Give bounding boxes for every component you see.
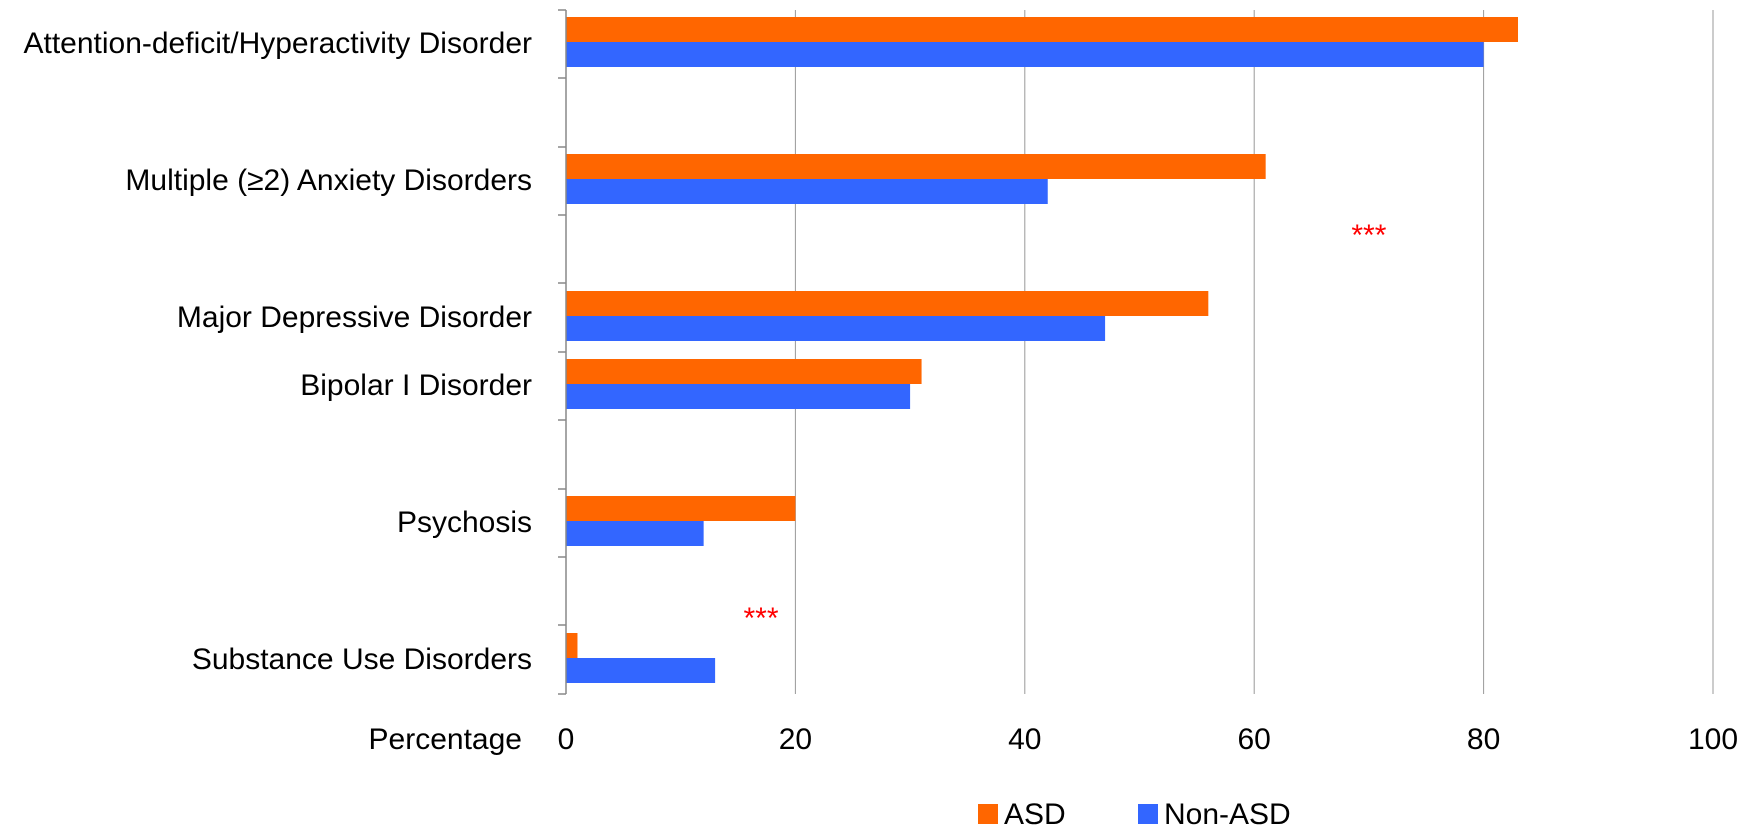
x-axis-title: Percentage <box>369 723 522 756</box>
legend-label-asd: ASD <box>1004 798 1066 831</box>
legend-label-non-asd: Non-ASD <box>1164 798 1291 831</box>
category-label-1: Multiple (≥2) Anxiety Disorders <box>125 164 532 197</box>
bars <box>566 17 1519 683</box>
bar-asd-1 <box>566 154 1266 179</box>
x-tick-labels: 0 20 40 60 80 100 <box>558 723 1738 756</box>
legend: ASD Non-ASD <box>978 798 1291 831</box>
legend-swatch-non-asd <box>1138 804 1158 824</box>
x-tick-label-5: 100 <box>1688 723 1738 756</box>
category-label-2: Major Depressive Disorder <box>177 301 532 334</box>
category-label-3: Bipolar I Disorder <box>300 369 532 402</box>
bar-asd-0 <box>566 17 1519 42</box>
annotation-0: *** <box>1351 219 1386 252</box>
x-tick-label-0: 0 <box>558 723 575 756</box>
bar-non-asd-2 <box>566 316 1106 341</box>
bar-non-asd-1 <box>566 179 1048 204</box>
annotation-1: *** <box>743 602 778 635</box>
category-label-0: Attention-deficit/Hyperactivity Disorder <box>23 27 532 60</box>
x-tick-label-1: 20 <box>779 723 812 756</box>
category-label-4: Psychosis <box>397 506 532 539</box>
category-labels: Attention-deficit/Hyperactivity Disorder… <box>23 27 532 676</box>
bar-asd-5 <box>566 633 578 658</box>
grid-lines <box>794 10 1714 694</box>
category-label-5: Substance Use Disorders <box>192 643 532 676</box>
x-tick-label-2: 40 <box>1008 723 1041 756</box>
bar-asd-4 <box>566 496 796 521</box>
x-tick-label-4: 80 <box>1467 723 1500 756</box>
bar-non-asd-4 <box>566 521 704 546</box>
y-axis <box>558 9 567 695</box>
x-tick-label-3: 60 <box>1238 723 1271 756</box>
annotations: *** *** <box>743 219 1386 635</box>
bar-asd-3 <box>566 359 922 384</box>
legend-swatch-asd <box>978 804 998 824</box>
bar-non-asd-5 <box>566 658 716 683</box>
bar-non-asd-0 <box>566 42 1484 67</box>
bar-asd-2 <box>566 291 1209 316</box>
bar-non-asd-3 <box>566 384 911 409</box>
